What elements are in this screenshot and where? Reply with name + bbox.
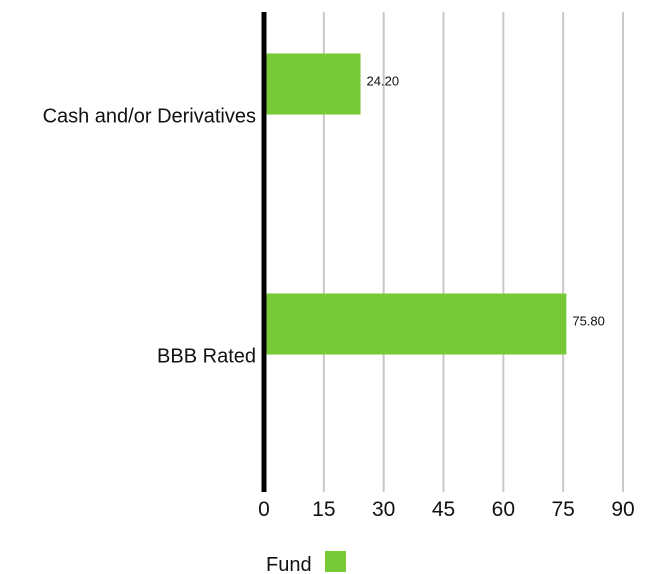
category-label-0: Cash and/or Derivatives (43, 106, 256, 128)
data-label-1: 75.80 (572, 314, 605, 329)
x-tick-labels: 0 15 30 45 60 75 90 (258, 498, 635, 521)
x-tick-label-90: 90 (611, 498, 634, 521)
category-labels: Cash and/or Derivatives BBB Rated (43, 106, 256, 368)
data-label-0: 24.20 (367, 74, 400, 89)
data-labels: 24.20 75.80 (367, 74, 605, 329)
bars (264, 53, 567, 355)
x-tick-label-75: 75 (551, 498, 574, 521)
bar-0 (264, 53, 361, 115)
x-tick-label-0: 0 (258, 498, 270, 521)
legend-swatch-fund (325, 551, 346, 572)
legend: Fund (266, 551, 346, 574)
bar-1 (264, 293, 567, 355)
category-label-1: BBB Rated (157, 346, 256, 368)
gridlines (322, 12, 624, 492)
x-tick-label-15: 15 (312, 498, 335, 521)
x-tick-label-60: 60 (492, 498, 515, 521)
legend-label-fund: Fund (266, 554, 312, 574)
x-tick-label-45: 45 (432, 498, 455, 521)
x-tick-label-30: 30 (372, 498, 395, 521)
